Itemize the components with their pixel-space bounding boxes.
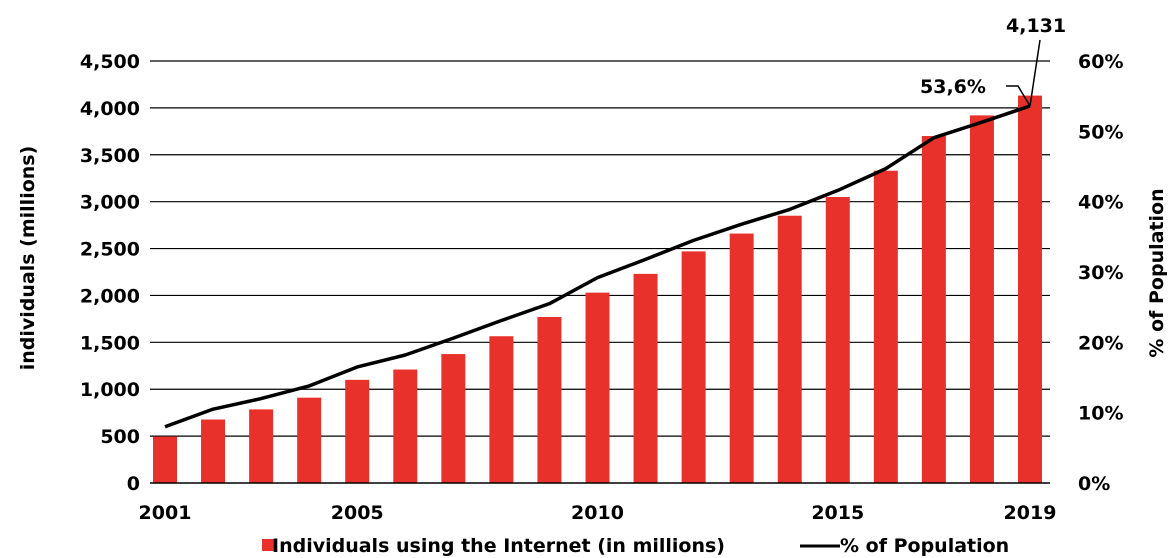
bar — [921, 136, 946, 483]
bar — [777, 215, 802, 483]
y-left-tick-label: 3,500 — [80, 145, 140, 167]
bar — [729, 233, 754, 483]
legend-line-label: % of Population — [840, 535, 1009, 557]
bar — [969, 115, 994, 483]
y-right-tick-label: 20% — [1078, 332, 1123, 354]
y-right-tick-label: 10% — [1078, 403, 1123, 425]
bar-series — [153, 95, 1042, 483]
bar — [201, 419, 226, 483]
annotations: 4,131 53,6% — [920, 15, 1066, 107]
y-left-tick-label: 2,000 — [80, 285, 140, 307]
x-tick-label: 2005 — [331, 502, 384, 524]
population-percent-line — [164, 104, 1031, 429]
bar — [249, 409, 274, 483]
bar — [585, 292, 610, 483]
y-axis-right: 0% 10% 20% 30% 40% 50% 60% — [1078, 51, 1123, 495]
legend: Individuals using the Internet (in milli… — [262, 535, 1009, 557]
y-left-tick-label: 4,000 — [80, 98, 140, 120]
y-axis-right-title: % of Population — [1146, 188, 1168, 357]
y-right-tick-label: 0% — [1078, 473, 1110, 495]
bar — [393, 369, 418, 483]
y-axis-left-title: individuals (millions) — [17, 146, 39, 371]
value-leader-line — [1029, 39, 1041, 107]
bar — [153, 436, 177, 483]
y-right-tick-label: 60% — [1078, 51, 1123, 73]
y-left-tick-label: 2,500 — [80, 239, 140, 261]
bar — [489, 336, 514, 483]
y-left-tick-label: 1,500 — [80, 332, 140, 354]
legend-bar-label: Individuals using the Internet (in milli… — [272, 535, 725, 557]
bar — [537, 317, 562, 483]
y-axis-left: 0 500 1,000 1,500 2,000 2,500 3,000 3,500 4,000 4… — [80, 51, 140, 495]
x-tick-label: 2010 — [571, 502, 624, 524]
x-tick-label: 2019 — [1004, 502, 1057, 524]
last-percent-label: 53,6% — [920, 76, 986, 98]
x-tick-label: 2001 — [139, 502, 192, 524]
y-left-tick-label: 1,000 — [80, 379, 140, 401]
y-left-tick-label: 0 — [127, 473, 140, 495]
y-left-tick-label: 4,500 — [80, 51, 140, 73]
x-tick-label: 2015 — [811, 502, 864, 524]
y-left-tick-label: 3,000 — [80, 192, 140, 214]
bar — [1018, 95, 1042, 483]
percent-leader-line — [1006, 85, 1031, 107]
legend-bar-swatch — [262, 539, 274, 551]
y-left-tick-label: 500 — [100, 426, 140, 448]
bar — [345, 379, 370, 483]
bar — [633, 273, 658, 483]
bar — [681, 251, 706, 483]
bar — [297, 397, 322, 483]
bar — [873, 170, 898, 483]
y-right-tick-label: 40% — [1078, 192, 1123, 214]
y-right-tick-label: 30% — [1078, 262, 1123, 284]
bar — [441, 354, 466, 483]
y-right-tick-label: 50% — [1078, 121, 1123, 143]
bar — [825, 196, 850, 483]
x-axis: 2001 2005 2010 2015 2019 — [139, 482, 1057, 524]
last-bar-value-label: 4,131 — [1006, 15, 1066, 37]
line-series — [164, 104, 1031, 429]
